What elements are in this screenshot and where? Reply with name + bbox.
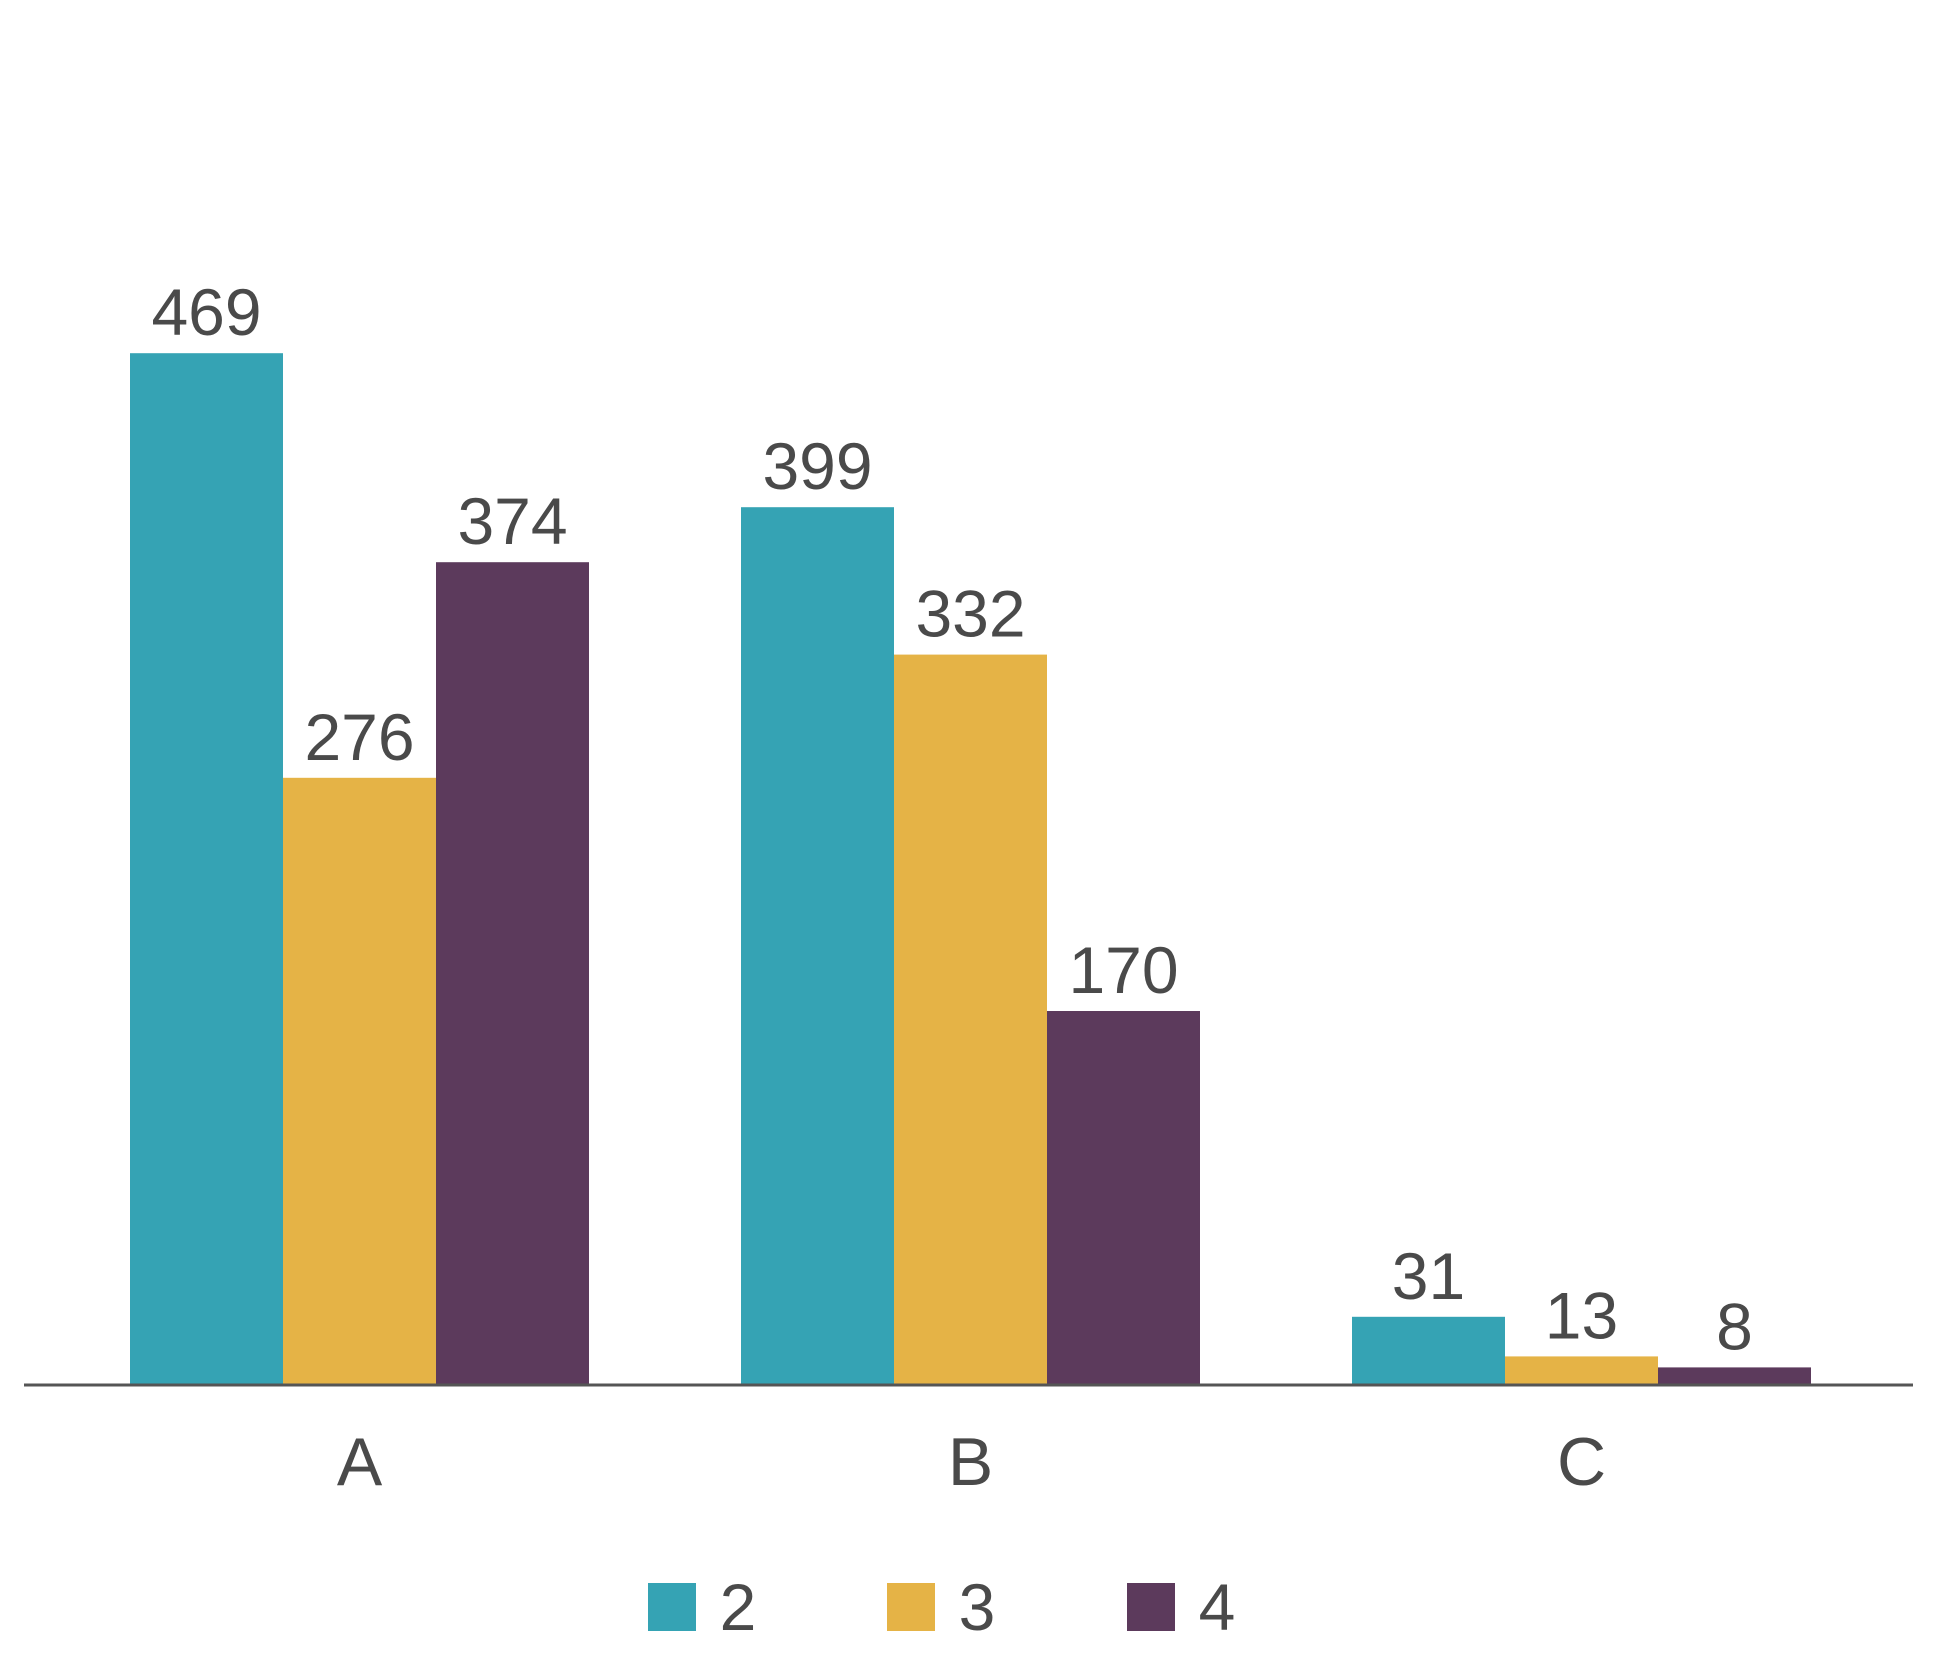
x-tick-labels: A B C bbox=[337, 1424, 1606, 1500]
bar-B-series-4 bbox=[1047, 1011, 1200, 1385]
bar-B-series-3 bbox=[894, 654, 1047, 1385]
bar-B-series-2 bbox=[741, 507, 894, 1385]
data-label-A-series-3: 276 bbox=[304, 700, 414, 774]
bar-A-series-4 bbox=[436, 562, 589, 1385]
x-tick-label-B: B bbox=[948, 1424, 993, 1500]
data-label-B-series-3: 332 bbox=[915, 577, 1025, 651]
legend-label-series-4: 4 bbox=[1199, 1570, 1236, 1644]
bar-C-series-3 bbox=[1505, 1356, 1658, 1385]
data-labels-layer: 469 276 374 399 332 170 31 13 8 bbox=[151, 275, 1752, 1363]
data-label-C-series-2: 31 bbox=[1392, 1239, 1465, 1313]
legend-label-series-2: 2 bbox=[720, 1570, 757, 1644]
legend-swatch-series-3 bbox=[887, 1583, 935, 1631]
legend-swatch-series-2 bbox=[648, 1583, 696, 1631]
data-label-A-series-4: 374 bbox=[457, 484, 567, 558]
legend-label-series-3: 3 bbox=[959, 1570, 996, 1644]
bar-C-series-2 bbox=[1352, 1316, 1505, 1385]
data-label-B-series-2: 399 bbox=[762, 429, 872, 503]
x-tick-label-C: C bbox=[1557, 1424, 1606, 1500]
legend-swatch-series-4 bbox=[1127, 1583, 1175, 1631]
bar-A-series-2 bbox=[130, 353, 283, 1386]
data-label-C-series-4: 8 bbox=[1716, 1289, 1753, 1363]
bars-layer bbox=[130, 353, 1811, 1386]
legend: 2 3 4 bbox=[648, 1570, 1235, 1644]
data-label-C-series-3: 13 bbox=[1545, 1278, 1618, 1352]
data-label-B-series-4: 170 bbox=[1068, 933, 1178, 1007]
data-label-A-series-2: 469 bbox=[151, 275, 261, 349]
x-tick-label-A: A bbox=[337, 1424, 383, 1500]
bar-A-series-3 bbox=[283, 777, 436, 1385]
bar-C-series-4 bbox=[1658, 1367, 1811, 1385]
